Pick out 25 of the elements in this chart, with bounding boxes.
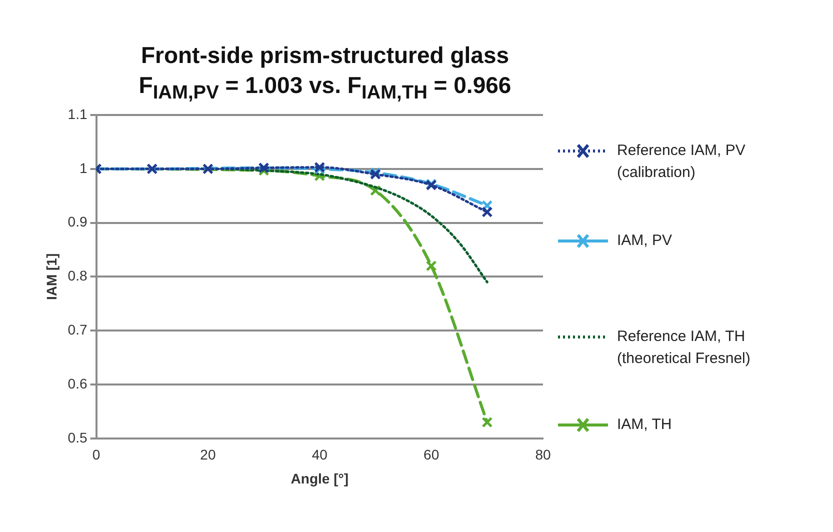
chart-subtitle: F$_{IAM,PV}$ = 1.003 vs. F$_{IAM,TH}$ = 0.966 (138, 72, 512, 104)
x-tick-label: 20 (200, 446, 216, 463)
y-tick-label: 1 (79, 160, 88, 176)
x-tick-label: 60 (424, 446, 440, 463)
legend-label: Reference IAM, TH (theoretical Fresnel) (617, 327, 752, 369)
legend-label: IAM, TH (617, 415, 672, 435)
point (482, 206, 493, 218)
point (426, 260, 437, 272)
x-tick-label: 40 (312, 446, 328, 463)
legend-label: Reference IAM, PV (calibration) (617, 141, 746, 183)
point (202, 163, 214, 174)
point (370, 184, 381, 196)
point (482, 416, 493, 428)
y-tick-label: 0.6 (68, 375, 88, 392)
y-tick-label: 1.1 (68, 106, 88, 122)
x-tick-label: 0 (92, 446, 100, 463)
y-tick-label: 0.9 (68, 214, 88, 230)
y-tick-label: 0.8 (68, 268, 88, 284)
legend-label: IAM, PV (617, 231, 672, 251)
x-axis-title: Angle [°] (290, 470, 348, 486)
y-axis-title: IAM [1] (43, 253, 60, 300)
y-tick-label: 0.5 (68, 429, 88, 446)
y-tick-label: 0.7 (68, 321, 88, 338)
chart-title: Front-side prism-structured glass (140, 41, 510, 70)
x-tick-label: 80 (535, 446, 551, 463)
